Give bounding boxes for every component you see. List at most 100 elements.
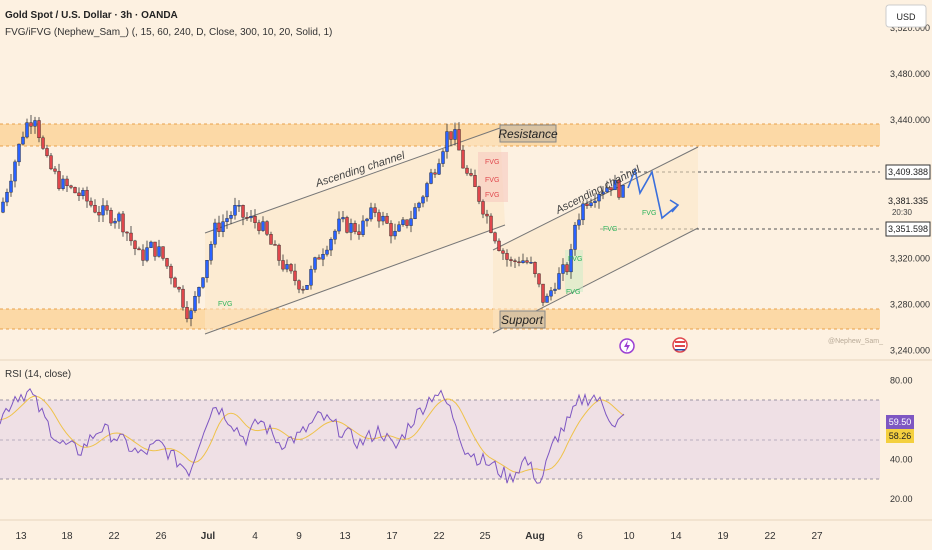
candle-body	[249, 216, 253, 219]
candle-body	[621, 184, 625, 198]
candle-body	[545, 295, 549, 303]
candle-body	[193, 296, 197, 311]
candle-body	[197, 287, 201, 297]
rsi-value-tag: 59.50	[886, 415, 914, 429]
currency-selector[interactable]: USD	[885, 4, 927, 28]
candle-body	[609, 187, 613, 191]
candle-body	[165, 258, 169, 267]
fvg-label-5: FVG	[568, 256, 582, 263]
price-axis-label: 3,280.000	[890, 299, 930, 309]
candle-body	[261, 221, 265, 231]
time-axis-label: 27	[811, 531, 823, 542]
candle-body	[57, 171, 61, 189]
rsi-axis-label: 40.00	[890, 454, 913, 464]
candle-body	[213, 222, 217, 245]
time-axis-label: 19	[717, 531, 729, 542]
candle-body	[465, 167, 469, 174]
price-axis[interactable]: 3,520.000 3,480.000 3,440.000 3,320.000 3,28…	[890, 23, 930, 355]
candle-body	[101, 205, 105, 216]
candle-body	[449, 131, 453, 140]
candle-body	[617, 179, 621, 198]
candle-body	[321, 254, 325, 260]
candle-body	[313, 257, 317, 270]
projection-arrow	[669, 199, 680, 213]
candle-body	[517, 261, 521, 264]
candle-body	[373, 207, 377, 213]
candle-body	[61, 178, 65, 189]
candle-body	[289, 264, 293, 272]
rsi-ma-value-text: 58.26	[889, 431, 912, 441]
candle-body	[473, 175, 477, 187]
candle-body	[253, 216, 257, 223]
fvg-label-2: FVG	[485, 177, 499, 184]
candle-body	[177, 286, 181, 290]
candle-body	[81, 190, 85, 197]
candle-body	[65, 178, 69, 187]
fvg-label-6: FVG	[566, 289, 580, 296]
candle-body	[265, 221, 269, 235]
candle-body	[117, 213, 121, 222]
candle-body	[601, 191, 605, 195]
lightning-event-icon[interactable]	[619, 338, 635, 354]
candle-body	[477, 186, 481, 202]
us-flag-event-icon[interactable]	[672, 337, 688, 353]
candle-body	[157, 246, 161, 257]
candle-body	[105, 205, 109, 211]
candle-body	[353, 223, 357, 232]
candle-body	[277, 244, 281, 261]
candle-body	[329, 239, 333, 251]
price-tag-lower-text: 3,351.598	[888, 224, 928, 234]
candle-body	[557, 273, 561, 290]
candle-body	[565, 264, 569, 273]
candle-body	[437, 163, 441, 175]
candle-body	[133, 240, 137, 249]
indicator-title[interactable]: FVG/iFVG (Nephew_Sam_) (, 15, 60, 240, D…	[5, 27, 332, 38]
candle-body	[173, 277, 177, 288]
candle-body	[409, 218, 413, 226]
time-axis-label: 13	[339, 531, 351, 542]
candles-layer	[1, 115, 625, 327]
candle-body	[109, 210, 113, 224]
candle-body	[429, 172, 433, 184]
candle-body	[161, 246, 165, 259]
candle-body	[273, 244, 277, 246]
time-axis-label: Aug	[525, 531, 544, 542]
candle-body	[397, 224, 401, 232]
candle-body	[585, 203, 589, 206]
fvg-label-4: FVG	[218, 301, 232, 308]
resistance-text: Resistance	[498, 127, 558, 141]
time-axis-label: 22	[433, 531, 445, 542]
candle-body	[245, 217, 249, 219]
rsi-title[interactable]: RSI (14, close)	[5, 369, 71, 380]
price-axis-label: 3,480.000	[890, 69, 930, 79]
candle-body	[269, 234, 273, 245]
time-axis[interactable]: 13 18 22 26 Jul 4 9 13 17 22 25 Aug 6 10 14 19 22 27	[15, 531, 823, 542]
candle-body	[113, 220, 117, 224]
candle-body	[21, 136, 25, 145]
rsi-ma-line	[0, 395, 625, 473]
candle-body	[149, 241, 153, 248]
candle-body	[241, 205, 245, 218]
candle-body	[421, 196, 425, 204]
candle-body	[53, 168, 57, 172]
resistance-label: Resistance	[498, 124, 558, 143]
candle-body	[209, 244, 213, 261]
candle-body	[9, 180, 13, 193]
candle-body	[189, 310, 193, 319]
candle-body	[441, 151, 445, 164]
symbol-title[interactable]: Gold Spot / U.S. Dollar · 3h · OANDA	[5, 10, 178, 21]
resistance-zone	[0, 124, 880, 146]
time-axis-label: 22	[108, 531, 120, 542]
candle-body	[17, 143, 21, 163]
candle-body	[345, 217, 349, 233]
candle-body	[593, 200, 597, 203]
candle-body	[93, 205, 97, 213]
candle-body	[77, 192, 81, 197]
candle-body	[385, 215, 389, 224]
candle-body	[405, 219, 409, 226]
fvg-label-7: FVG	[603, 226, 617, 233]
channel-right-upper	[492, 146, 699, 251]
candle-body	[501, 250, 505, 254]
candle-body	[29, 122, 33, 127]
